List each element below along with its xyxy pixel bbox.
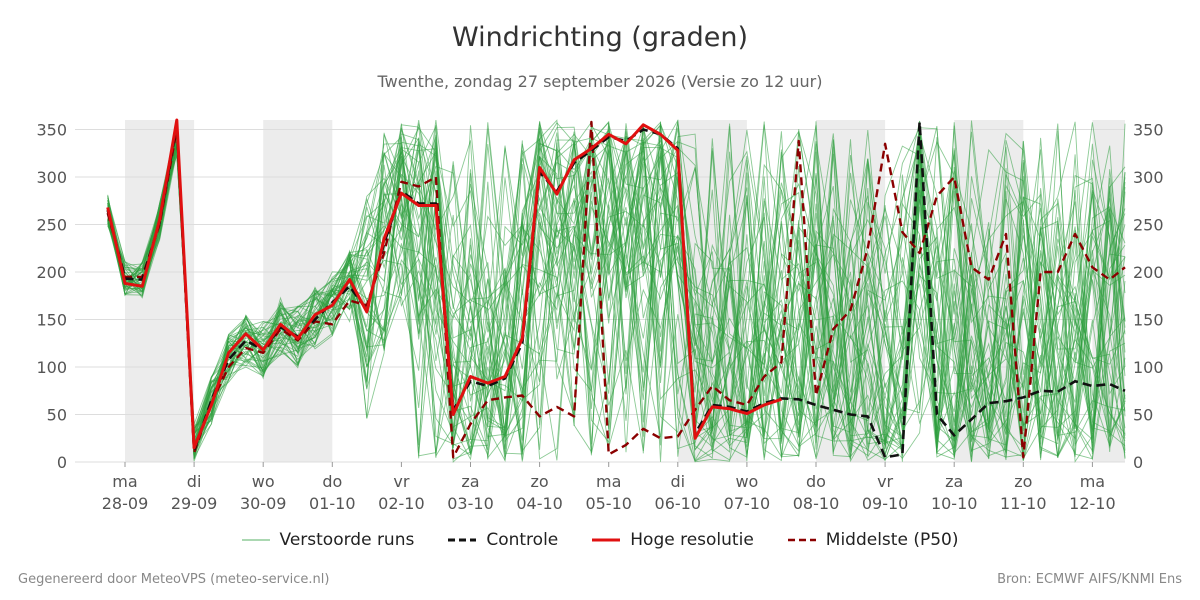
x-tick-date-9: 07-10 — [724, 494, 771, 513]
y-tick-right-300: 300 — [1133, 168, 1164, 187]
x-tick-date-0: 28-09 — [102, 494, 149, 513]
x-tick-date-1: 29-09 — [171, 494, 218, 513]
y-tick-right-50: 50 — [1133, 406, 1153, 425]
y-axis-right: 0 50 100 150 200 250 300 350 — [1133, 121, 1164, 473]
y-tick-left-250: 250 — [36, 216, 67, 235]
x-tick-weekday-8: di — [670, 472, 685, 491]
legend-label-control: Controle — [486, 530, 559, 550]
x-tick-weekday-1: di — [187, 472, 202, 491]
y-tick-left-0: 0 — [57, 453, 67, 472]
ensemble-member-48 — [107, 129, 1126, 461]
x-tick-weekday-12: za — [945, 472, 963, 491]
y-tick-right-150: 150 — [1133, 311, 1164, 330]
legend-label-median: Middelste (P50) — [825, 530, 959, 550]
ensemble-member-20 — [107, 121, 1126, 462]
x-tick-date-12: 10-10 — [931, 494, 978, 513]
legend-swatch-control — [448, 538, 477, 542]
legend-item-control: Controle — [448, 530, 558, 550]
y-tick-left-100: 100 — [36, 358, 67, 377]
ensemble-member-27 — [107, 122, 1126, 461]
y-tick-left-50: 50 — [47, 406, 67, 425]
ensemble-member-32 — [107, 134, 1126, 459]
y-tick-left-200: 200 — [36, 263, 67, 282]
footer-generated-by: Gegenereerd door MeteoVPS (meteo-service… — [18, 572, 330, 587]
chart-title: Windrichting (graden) — [451, 22, 749, 53]
x-tick-weekday-0: ma — [112, 472, 137, 491]
y-tick-left-150: 150 — [36, 311, 67, 330]
x-axis: ma 28-09 di 29-09 wo 30-09 do 01-10 vr 02-10 za 03-… — [102, 462, 1116, 513]
x-tick-weekday-7: ma — [596, 472, 621, 491]
y-tick-right-250: 250 — [1133, 216, 1164, 235]
x-tick-date-5: 03-10 — [447, 494, 494, 513]
series-line-median — [106, 120, 1126, 459]
x-tick-date-10: 08-10 — [793, 494, 840, 513]
footer-source: Bron: ECMWF AIFS/KNMI Ens — [997, 572, 1182, 587]
legend-item-ensemble: Verstoorde runs — [241, 530, 415, 550]
y-tick-right-200: 200 — [1133, 263, 1164, 282]
x-tick-date-11: 09-10 — [862, 494, 909, 513]
ensemble-member-28 — [107, 121, 1126, 460]
legend-label-highres: Hoge resolutie — [630, 530, 754, 550]
x-tick-date-3: 01-10 — [309, 494, 356, 513]
legend-swatch-highres — [592, 538, 621, 542]
x-tick-weekday-5: za — [461, 472, 479, 491]
x-tick-weekday-13: zo — [1014, 472, 1032, 491]
x-tick-weekday-3: do — [322, 472, 342, 491]
main-series-lines — [106, 118, 1126, 459]
legend-swatch-ensemble — [241, 539, 270, 541]
x-tick-weekday-14: ma — [1080, 472, 1105, 491]
legend-swatch-median — [787, 538, 816, 542]
x-tick-weekday-4: vr — [393, 472, 409, 491]
ensemble-lines — [107, 118, 1126, 463]
ensemble-member-46 — [107, 131, 1126, 452]
y-tick-left-300: 300 — [36, 168, 67, 187]
x-tick-weekday-2: wo — [252, 472, 275, 491]
x-tick-date-14: 12-10 — [1069, 494, 1116, 513]
ensemble-member-31 — [107, 125, 1126, 463]
x-tick-date-6: 04-10 — [516, 494, 563, 513]
x-tick-date-2: 30-09 — [240, 494, 287, 513]
y-tick-right-100: 100 — [1133, 358, 1164, 377]
x-tick-date-4: 02-10 — [378, 494, 425, 513]
legend-item-highres: Hoge resolutie — [592, 530, 754, 550]
legend-item-median: Middelste (P50) — [787, 530, 959, 550]
chart-subtitle: Twenthe, zondag 27 september 2026 (Versi… — [377, 72, 823, 91]
legend-label-ensemble: Verstoorde runs — [279, 530, 415, 550]
y-tick-right-350: 350 — [1133, 121, 1164, 140]
x-tick-date-8: 06-10 — [655, 494, 702, 513]
x-tick-date-13: 11-10 — [1000, 494, 1047, 513]
y-axis-left: 0 50 100 150 200 250 300 350 — [36, 121, 67, 473]
y-tick-right-0: 0 — [1133, 453, 1143, 472]
series-line-highres — [106, 118, 782, 450]
x-tick-weekday-6: zo — [531, 472, 549, 491]
y-tick-left-350: 350 — [36, 121, 67, 140]
x-tick-date-7: 05-10 — [585, 494, 632, 513]
x-tick-weekday-11: vr — [877, 472, 893, 491]
ensemble-member-44 — [107, 118, 1126, 458]
x-tick-weekday-10: do — [806, 472, 826, 491]
x-tick-weekday-9: wo — [735, 472, 758, 491]
legend: Verstoorde runs Controle Hoge resolutie … — [0, 530, 1200, 550]
